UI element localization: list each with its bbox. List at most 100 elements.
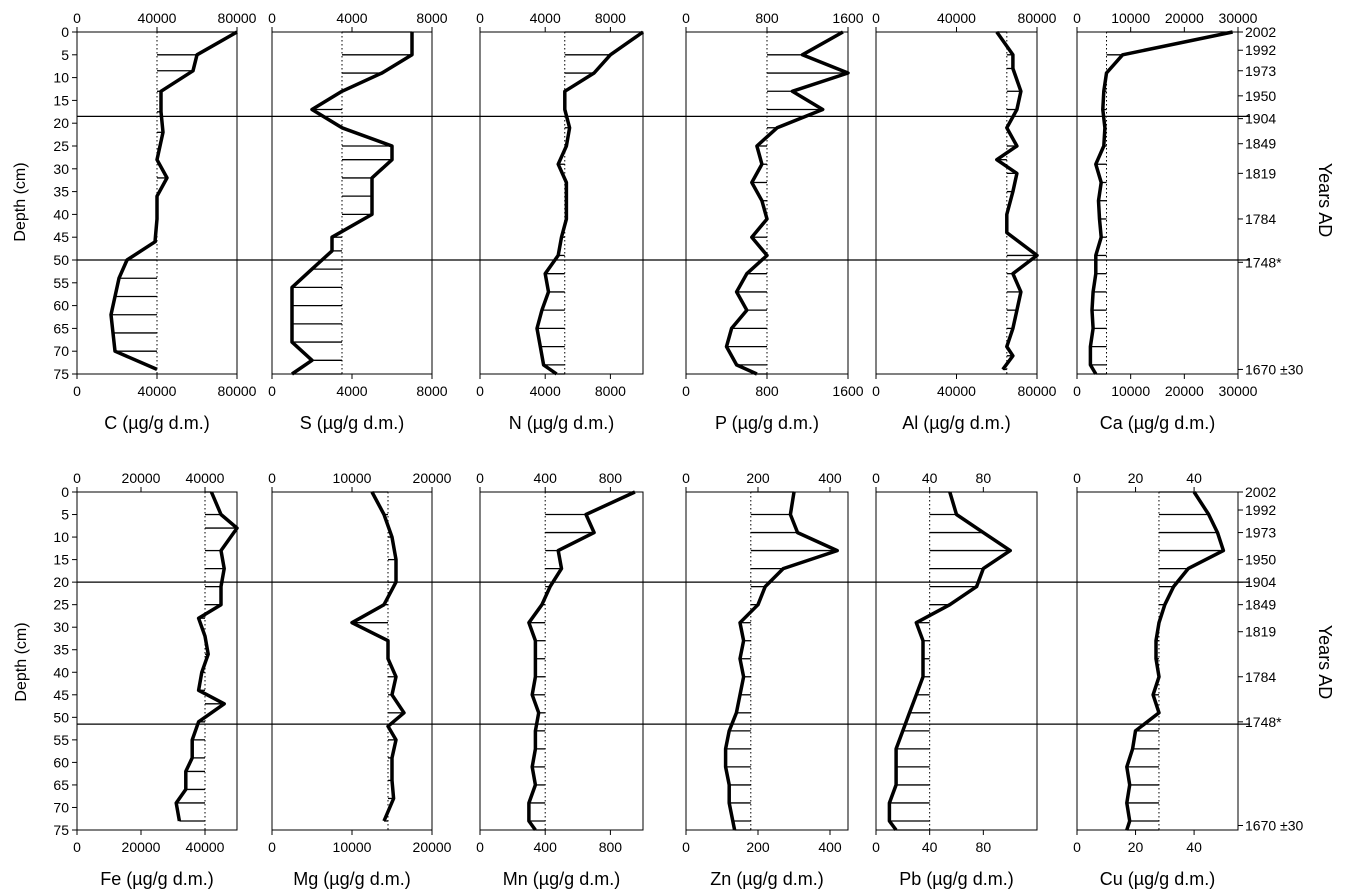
x-tick-label-top: 0 — [682, 10, 690, 26]
year-tick-label: 1950 — [1245, 552, 1276, 568]
years-axis-label-top: Years AD — [1315, 163, 1335, 237]
plot-frame — [1076, 31, 1239, 375]
year-tick-label: 1950 — [1245, 88, 1276, 104]
x-tick-label-bottom: 40 — [922, 839, 938, 855]
x-tick-label-top: 40 — [1186, 470, 1202, 486]
y-tick-label: 40 — [53, 206, 69, 222]
x-tick-label-top: 0 — [73, 10, 81, 26]
y-tick-label: 55 — [53, 275, 69, 291]
year-tick-label: 1670 ±30 — [1245, 817, 1304, 833]
x-axis-title: C (µg/g d.m.) — [104, 413, 209, 433]
y-tick-label: 10 — [53, 529, 69, 545]
x-tick-label-top: 0 — [268, 470, 276, 486]
y-tick-label: 35 — [53, 184, 69, 200]
y-tick-label: 15 — [53, 552, 69, 568]
series-line — [350, 491, 406, 822]
x-axis-title: Al (µg/g d.m.) — [902, 413, 1010, 433]
plot-frame — [685, 31, 849, 375]
x-tick-label-bottom: 8000 — [595, 383, 626, 399]
x-tick-label-bottom: 4000 — [336, 383, 367, 399]
x-tick-label-top: 0 — [476, 470, 484, 486]
series-line — [290, 32, 414, 376]
series-line — [887, 491, 1012, 832]
x-tick-label-bottom: 1600 — [832, 383, 863, 399]
series-line — [109, 30, 238, 372]
x-tick-label-bottom: 80000 — [218, 383, 257, 399]
x-tick-label-bottom: 80 — [976, 839, 992, 855]
year-tick-label: 1748* — [1245, 714, 1282, 730]
x-tick-label-bottom: 0 — [872, 839, 880, 855]
y-tick-label: 70 — [53, 799, 69, 815]
x-tick-label-bottom: 0 — [872, 383, 880, 399]
year-tick-label: 1784 — [1245, 669, 1276, 685]
series-line — [174, 491, 239, 822]
year-tick-label: 1973 — [1245, 525, 1276, 541]
x-tick-label-bottom: 40000 — [186, 839, 225, 855]
x-tick-label-top: 40000 — [138, 10, 177, 26]
x-tick-label-bottom: 0 — [73, 839, 81, 855]
x-tick-label-bottom: 20000 — [122, 839, 161, 855]
x-tick-label-top: 1600 — [832, 10, 863, 26]
y-tick-label: 60 — [53, 298, 69, 314]
x-axis-title: Cu (µg/g d.m.) — [1100, 869, 1215, 889]
y-axis-label-bottom: Depth (cm) — [13, 622, 30, 701]
x-tick-label-bottom: 80000 — [1018, 383, 1057, 399]
x-axis-title: N (µg/g d.m.) — [509, 413, 614, 433]
plot-frame — [875, 491, 1038, 831]
year-tick-label: 1904 — [1245, 111, 1276, 127]
y-tick-label: 65 — [53, 777, 69, 793]
x-tick-label-bottom: 10000 — [333, 839, 372, 855]
x-tick-label-bottom: 0 — [682, 839, 690, 855]
panel-pb: 0 0 40 40 80 80 Pb (µg/g d.m.) — [848, 470, 1038, 889]
x-tick-label-top: 30000 — [1219, 10, 1258, 26]
plot-frame — [76, 491, 238, 831]
x-tick-label-top: 800 — [755, 10, 779, 26]
x-tick-label-top: 40000 — [186, 470, 225, 486]
y-tick-label: 55 — [53, 732, 69, 748]
x-tick-label-bottom: 0 — [476, 383, 484, 399]
x-tick-label-top: 400 — [818, 470, 842, 486]
y-tick-label: 0 — [61, 484, 69, 500]
x-axis-title: Fe (µg/g d.m.) — [100, 869, 213, 889]
y-tick-label: 0 — [61, 24, 69, 40]
x-tick-label-top: 20000 — [413, 470, 452, 486]
x-tick-label-bottom: 8000 — [416, 383, 447, 399]
x-tick-label-top: 40 — [922, 470, 938, 486]
x-tick-label-bottom: 20 — [1128, 839, 1144, 855]
y-tick-label: 50 — [53, 709, 69, 725]
plot-frame — [479, 491, 644, 831]
x-tick-label-top: 4000 — [530, 10, 561, 26]
x-tick-label-top: 200 — [746, 470, 770, 486]
x-tick-label-bottom: 0 — [268, 383, 276, 399]
x-tick-label-bottom: 40000 — [138, 383, 177, 399]
year-tick-label: 1670 ±30 — [1245, 361, 1304, 377]
panel-cu: 0 0 20 20 40 40 Cu (µg/g d.m.) 2002 1992 1973 1950… — [1037, 470, 1304, 889]
series-line — [527, 490, 636, 832]
x-tick-label-top: 20000 — [1165, 10, 1204, 26]
x-tick-label-bottom: 400 — [818, 839, 842, 855]
x-tick-label-top: 20 — [1128, 470, 1144, 486]
plot-frame — [271, 491, 433, 831]
x-tick-label-bottom: 800 — [755, 383, 779, 399]
x-tick-label-bottom: 40 — [1186, 839, 1202, 855]
x-tick-label-top: 8000 — [595, 10, 626, 26]
x-axis-title: Zn (µg/g d.m.) — [710, 869, 823, 889]
x-tick-label-top: 800 — [599, 470, 623, 486]
year-tick-label: 1849 — [1245, 597, 1276, 613]
panel-mn: 0 0 400 400 800 800 Mn (µg/g d.m.) — [432, 470, 644, 889]
x-tick-label-top: 0 — [1073, 10, 1081, 26]
y-tick-label: 5 — [61, 47, 69, 63]
x-tick-label-bottom: 0 — [1073, 839, 1081, 855]
x-tick-label-bottom: 20000 — [1165, 383, 1204, 399]
year-tick-label: 1784 — [1245, 211, 1276, 227]
y-tick-label: 5 — [61, 507, 69, 523]
panel-al: 0 0 40000 40000 80000 80000 Al (µg/g d.m.) — [848, 10, 1057, 433]
x-tick-label-top: 80000 — [218, 10, 257, 26]
x-tick-label-top: 10000 — [1111, 10, 1150, 26]
x-tick-label-top: 0 — [73, 470, 81, 486]
x-tick-label-bottom: 800 — [599, 839, 623, 855]
